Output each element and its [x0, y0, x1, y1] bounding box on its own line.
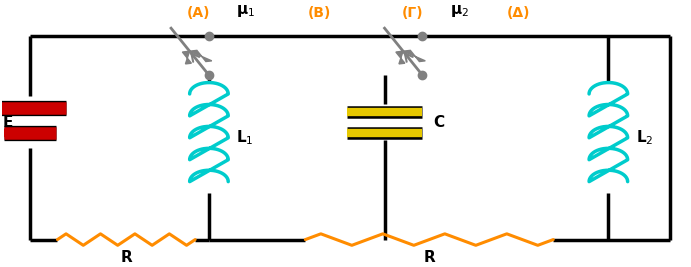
Text: R: R — [424, 250, 435, 265]
FancyArrow shape — [396, 50, 425, 64]
Text: μ$_2$: μ$_2$ — [450, 3, 469, 19]
Text: L$_2$: L$_2$ — [636, 128, 654, 147]
Text: (Δ): (Δ) — [507, 6, 531, 20]
Text: (A): (A) — [187, 6, 210, 20]
Text: μ$_1$: μ$_1$ — [236, 3, 256, 19]
Text: R: R — [120, 250, 132, 265]
Text: L$_1$: L$_1$ — [236, 128, 254, 147]
Text: C: C — [433, 115, 444, 130]
FancyArrow shape — [182, 50, 212, 64]
Text: (Γ): (Γ) — [401, 6, 423, 20]
Text: E: E — [2, 115, 12, 130]
Text: (B): (B) — [307, 6, 331, 20]
